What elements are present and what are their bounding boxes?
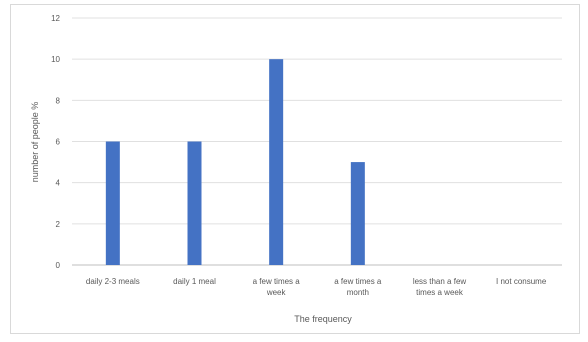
x-tick-label: a few times a week [253, 277, 301, 297]
y-axis-title: number of people % [30, 102, 40, 183]
gridlines [72, 17, 562, 266]
x-tick-label: I not consume [496, 277, 547, 286]
x-tick-label: a few times a month [334, 277, 382, 297]
y-axis-ticks: 0 2 4 6 8 10 12 [51, 14, 60, 270]
y-tick-label: 0 [56, 261, 61, 270]
y-tick-label: 4 [56, 179, 61, 188]
x-tick-label: less than a few times a week [413, 277, 467, 297]
x-axis-ticks: daily 2-3 meals daily 1 meal a few times a… [86, 277, 547, 297]
y-tick-label: 8 [56, 96, 61, 105]
x-tick-label: daily 1 meal [173, 277, 216, 286]
x-tick-label: daily 2-3 meals [86, 277, 140, 286]
bar [105, 141, 120, 265]
bar [269, 59, 284, 265]
x-axis-title: The frequency [294, 314, 352, 324]
y-tick-label: 10 [51, 55, 60, 64]
bars [105, 59, 365, 265]
bar [350, 162, 365, 265]
bar [187, 141, 202, 265]
y-tick-label: 6 [56, 138, 61, 147]
y-tick-label: 12 [51, 14, 60, 23]
y-tick-label: 2 [56, 220, 61, 229]
